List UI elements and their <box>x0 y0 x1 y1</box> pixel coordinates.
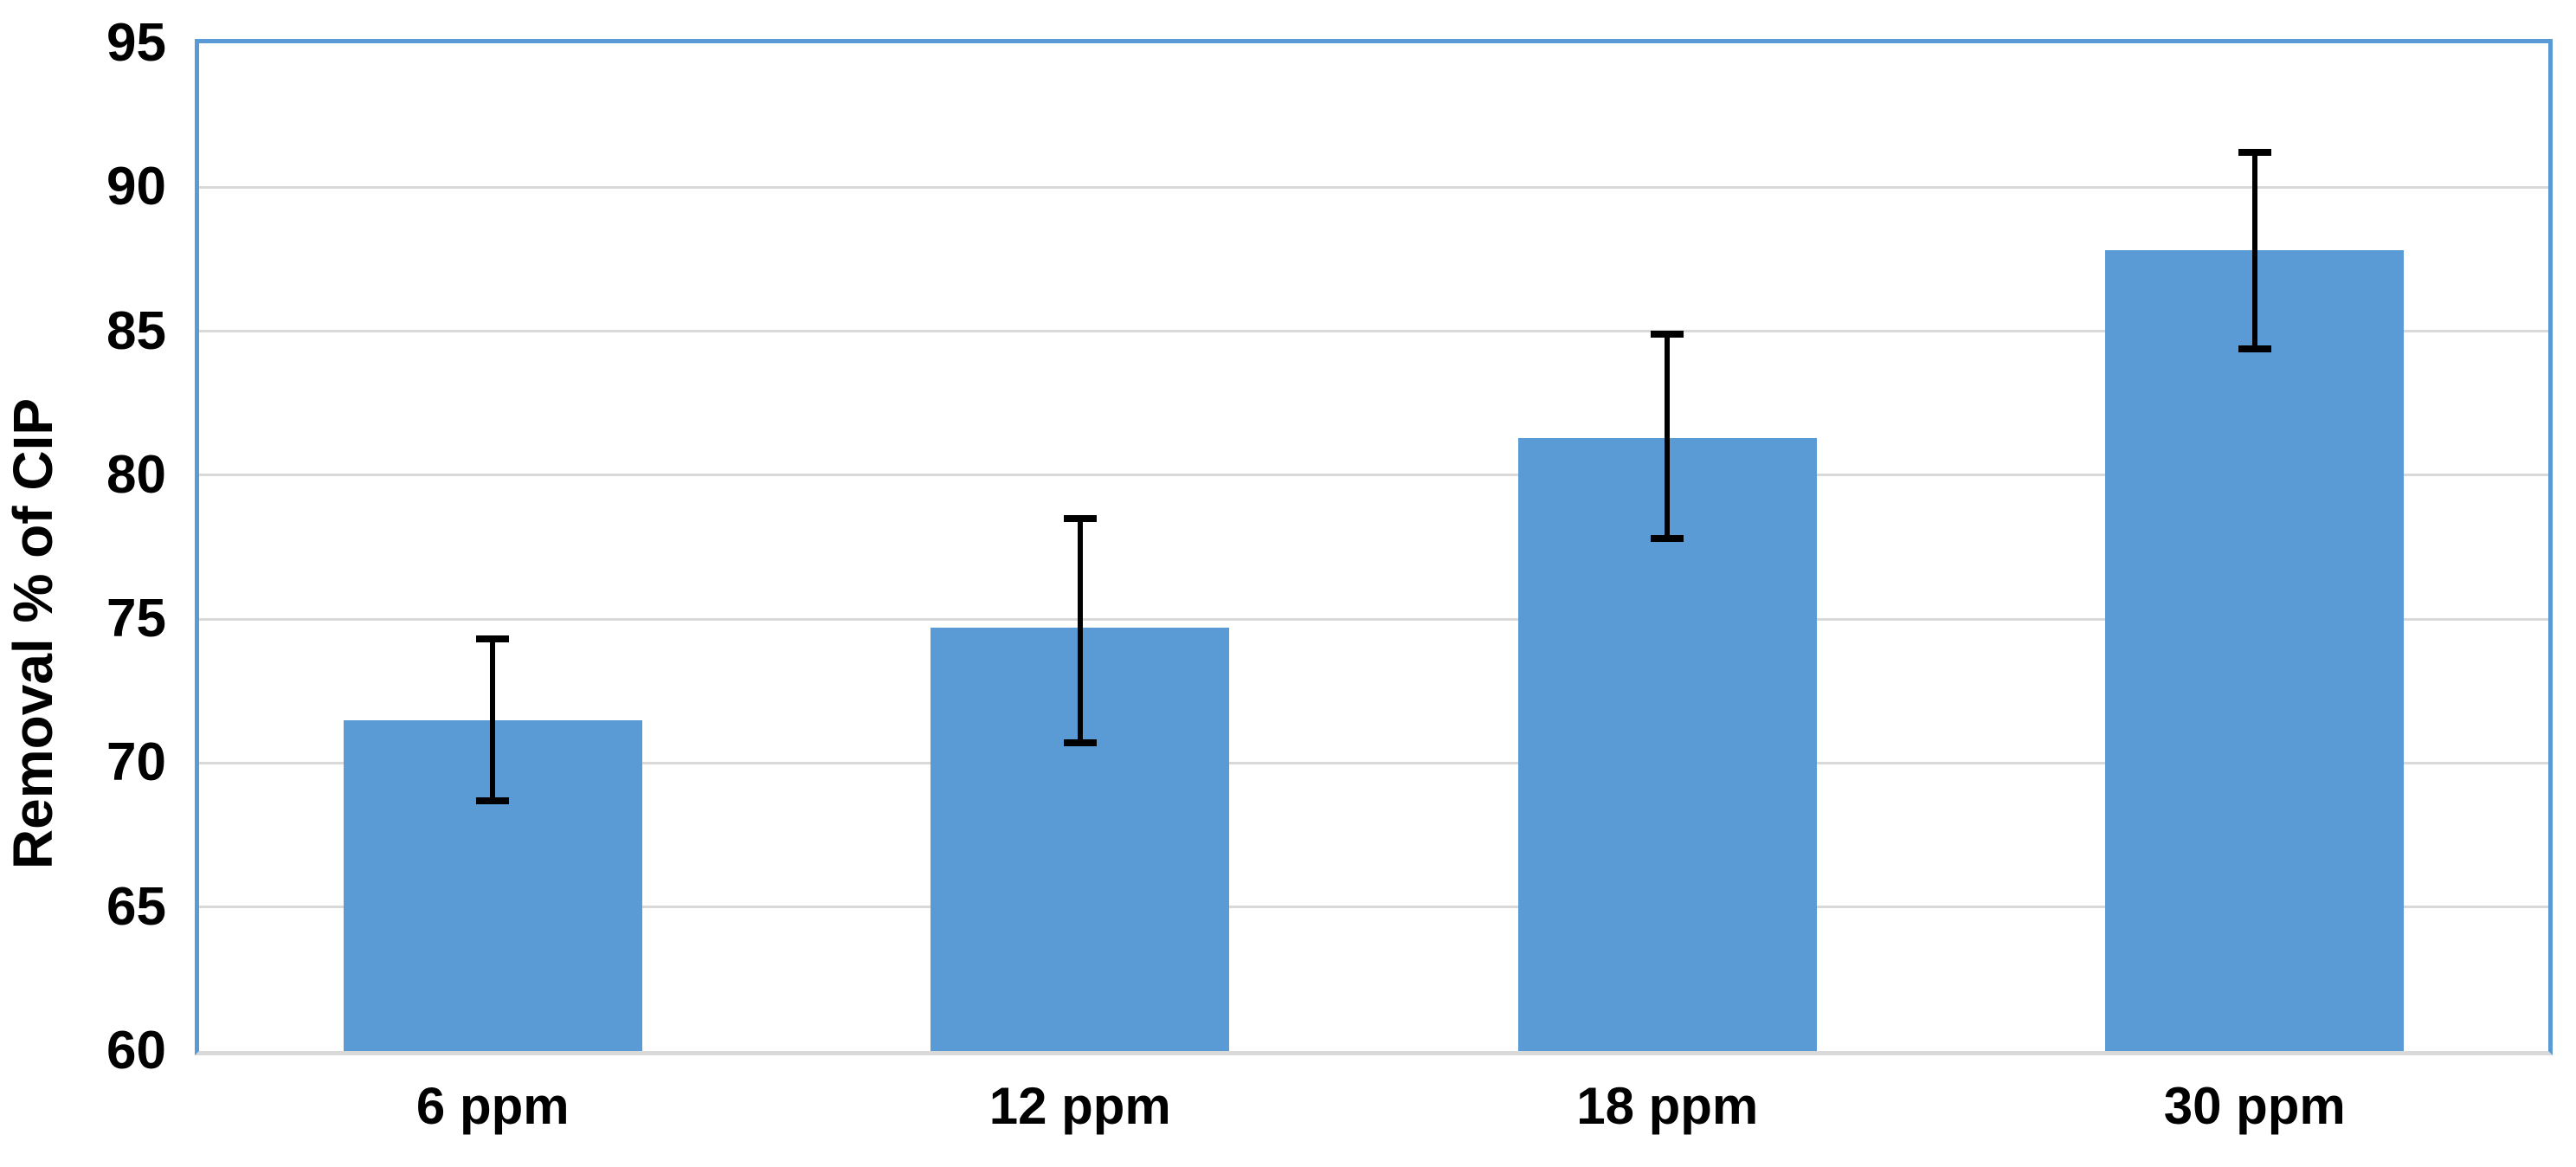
x-tick-label-18-ppm: 18 ppm <box>1576 1077 1759 1135</box>
error-bar-bottom-cap-18-ppm <box>1651 535 1684 543</box>
error-bar-top-cap-30-ppm <box>2238 149 2271 157</box>
error-bar-line-18-ppm <box>1665 333 1671 539</box>
error-bar-bottom-cap-12-ppm <box>1063 739 1097 747</box>
y-tick-label: 75 <box>106 589 166 649</box>
error-bar-line-30-ppm <box>2251 152 2257 349</box>
bar-30-ppm <box>2105 250 2405 1051</box>
gridline-75 <box>199 617 2548 621</box>
y-tick-label: 95 <box>106 13 166 73</box>
gridline-80 <box>199 474 2548 477</box>
error-bar-top-cap-6-ppm <box>476 635 510 643</box>
y-tick-label: 60 <box>106 1021 166 1080</box>
gridline-90 <box>199 185 2548 189</box>
y-tick-label: 70 <box>106 732 166 793</box>
x-tick-label-6-ppm: 6 ppm <box>415 1077 570 1135</box>
error-bar-top-cap-18-ppm <box>1651 330 1684 338</box>
x-tick-label-30-ppm: 30 ppm <box>2163 1077 2346 1135</box>
x-tick-label-12-ppm: 12 ppm <box>989 1077 1171 1135</box>
y-tick-label: 65 <box>106 876 166 937</box>
error-bar-line-6-ppm <box>490 639 496 801</box>
plot-area <box>195 39 2553 1055</box>
error-bar-bottom-cap-30-ppm <box>2238 345 2271 352</box>
y-tick-label: 90 <box>106 157 166 217</box>
gridline-70 <box>199 761 2548 764</box>
error-bar-top-cap-12-ppm <box>1063 514 1097 522</box>
error-bar-line-12-ppm <box>1077 518 1083 744</box>
gridline-85 <box>199 330 2548 333</box>
gridline-65 <box>199 906 2548 909</box>
error-bar-bottom-cap-6-ppm <box>476 796 510 804</box>
y-tick-label: 85 <box>106 300 166 361</box>
y-tick-label: 80 <box>106 444 166 505</box>
